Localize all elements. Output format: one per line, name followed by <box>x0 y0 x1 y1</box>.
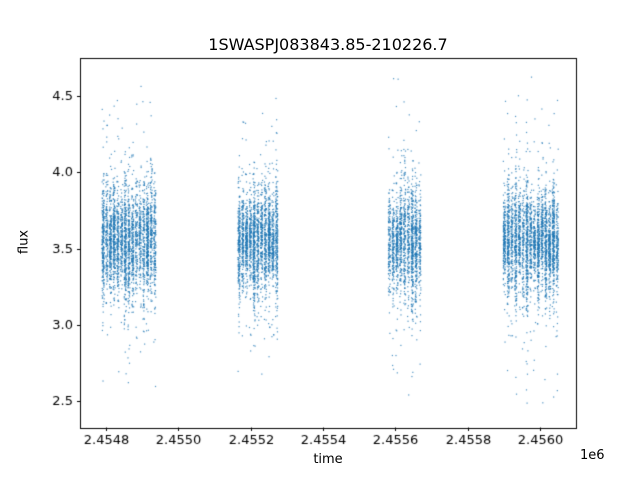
chart-title: 1SWASPJ083843.85-210226.7 <box>208 35 448 54</box>
x-axis-offset-text: 1e6 <box>580 448 605 463</box>
y-axis-label: flux <box>16 229 32 255</box>
x-axis-label: time <box>313 452 343 467</box>
